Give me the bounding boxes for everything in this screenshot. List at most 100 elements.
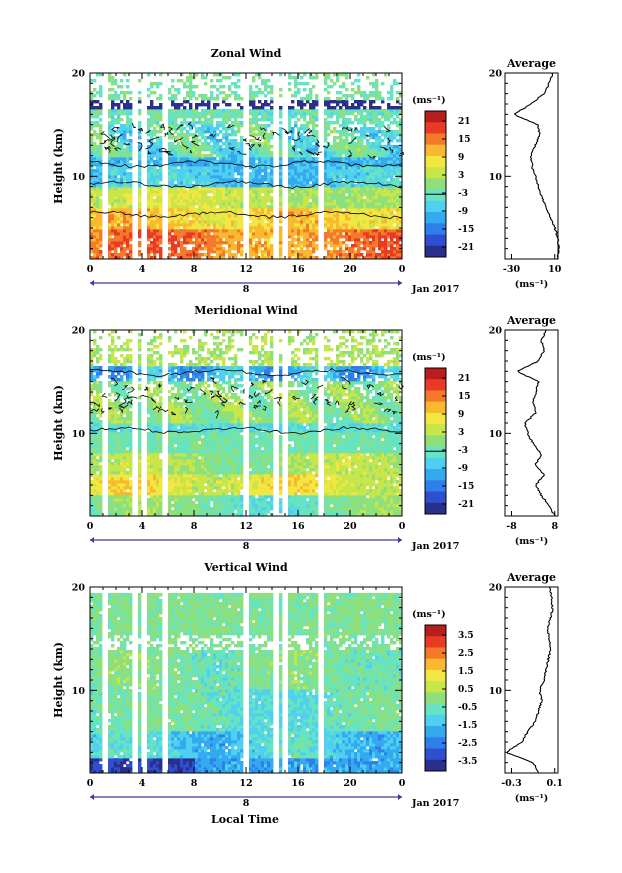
heatmap-cell — [393, 154, 397, 158]
heatmap-cell — [111, 175, 115, 179]
heatmap-cell — [363, 127, 367, 131]
heatmap-cell — [378, 256, 382, 260]
heatmap-cell — [327, 109, 331, 113]
heatmap-cell — [342, 181, 346, 185]
heatmap-cell — [96, 390, 100, 394]
heatmap-cell — [114, 175, 118, 179]
heatmap-cell — [138, 97, 142, 101]
heatmap-cell — [183, 238, 187, 242]
heatmap-cell — [231, 109, 235, 113]
heatmap-cell — [294, 166, 298, 170]
heatmap-cell — [255, 94, 259, 98]
heatmap-cell — [90, 372, 94, 376]
heatmap-cell — [381, 193, 385, 197]
heatmap-cell — [210, 205, 214, 209]
heatmap-cell — [189, 106, 193, 110]
heatmap-cell — [336, 253, 340, 257]
heatmap-cell — [294, 211, 298, 215]
heatmap-cell — [192, 166, 196, 170]
heatmap-cell — [153, 202, 157, 206]
heatmap-cell — [126, 154, 130, 158]
heatmap-cell — [222, 160, 226, 164]
heatmap-cell — [111, 253, 115, 257]
heatmap-cell — [225, 121, 229, 125]
heatmap-cell — [201, 112, 205, 116]
heatmap-cell — [99, 438, 103, 442]
heatmap-cell — [117, 142, 121, 146]
heatmap-cell — [147, 106, 151, 110]
heatmap-cell — [213, 169, 217, 173]
heatmap-cell — [186, 205, 190, 209]
heatmap-cell — [264, 178, 268, 182]
heatmap-cell — [267, 238, 271, 242]
heatmap-cell — [396, 145, 400, 149]
heatmap-cell — [348, 181, 352, 185]
heatmap-cell — [300, 250, 304, 254]
heatmap-cell — [375, 133, 379, 137]
heatmap-cell — [198, 187, 202, 191]
heatmap-cell — [384, 130, 388, 134]
heatmap-cell — [366, 169, 370, 173]
heatmap-cell — [264, 175, 268, 179]
heatmap-cell — [351, 211, 355, 215]
heatmap-cell — [336, 100, 340, 104]
heatmap-cell — [186, 94, 190, 98]
heatmap-cell — [189, 223, 193, 227]
heatmap-cell — [372, 190, 376, 194]
heatmap-cell — [261, 232, 265, 236]
heatmap-cell — [111, 405, 115, 409]
heatmap-cell — [360, 166, 364, 170]
heatmap-cell — [255, 157, 259, 161]
heatmap-cell — [345, 124, 349, 128]
heatmap-cell — [324, 166, 328, 170]
heatmap-cell — [309, 220, 313, 224]
heatmap-cell — [261, 178, 265, 182]
heatmap-cell — [351, 103, 355, 107]
heatmap-cell — [195, 241, 199, 245]
heatmap-cell — [90, 492, 94, 496]
heatmap-cell — [159, 94, 163, 98]
heatmap-cell — [93, 223, 97, 227]
heatmap-cell — [315, 244, 319, 248]
heatmap-cell — [267, 199, 271, 203]
heatmap-cell — [180, 229, 184, 233]
heatmap-cell — [237, 103, 241, 107]
heatmap-cell — [399, 112, 403, 116]
heatmap-cell — [261, 130, 265, 134]
heatmap-cell — [213, 160, 217, 164]
heatmap-cell — [108, 393, 112, 397]
heatmap-cell — [219, 85, 223, 89]
heatmap-cell — [294, 145, 298, 149]
contour-line — [145, 140, 154, 150]
heatmap-cell — [252, 199, 256, 203]
heatmap-cell — [198, 154, 202, 158]
heatmap-cell — [270, 130, 274, 134]
heatmap-cell — [99, 441, 103, 445]
heatmap-cell — [240, 232, 244, 236]
heatmap-cell — [216, 169, 220, 173]
heatmap-cell — [258, 235, 262, 239]
heatmap-cell — [360, 241, 364, 245]
heatmap-cell — [216, 115, 220, 119]
heatmap-cell — [300, 226, 304, 230]
heatmap-cell — [159, 148, 163, 152]
heatmap-cell — [339, 256, 343, 260]
heatmap-cell — [288, 205, 292, 209]
heatmap-cell — [387, 160, 391, 164]
heatmap-cell — [384, 232, 388, 236]
heatmap-cell — [99, 199, 103, 203]
heatmap-cell — [378, 220, 382, 224]
heatmap-cell — [198, 139, 202, 143]
heatmap-cell — [189, 166, 193, 170]
heatmap-cell — [393, 157, 397, 161]
heatmap-cell — [267, 208, 271, 212]
heatmap-cell — [309, 190, 313, 194]
heatmap-cell — [330, 202, 334, 206]
heatmap-cell — [279, 115, 283, 119]
heatmap-cell — [171, 205, 175, 209]
heatmap-cell — [231, 232, 235, 236]
heatmap-cell — [231, 205, 235, 209]
heatmap-cell — [279, 172, 283, 176]
heatmap-cell — [129, 232, 133, 236]
heatmap-cell — [177, 211, 181, 215]
